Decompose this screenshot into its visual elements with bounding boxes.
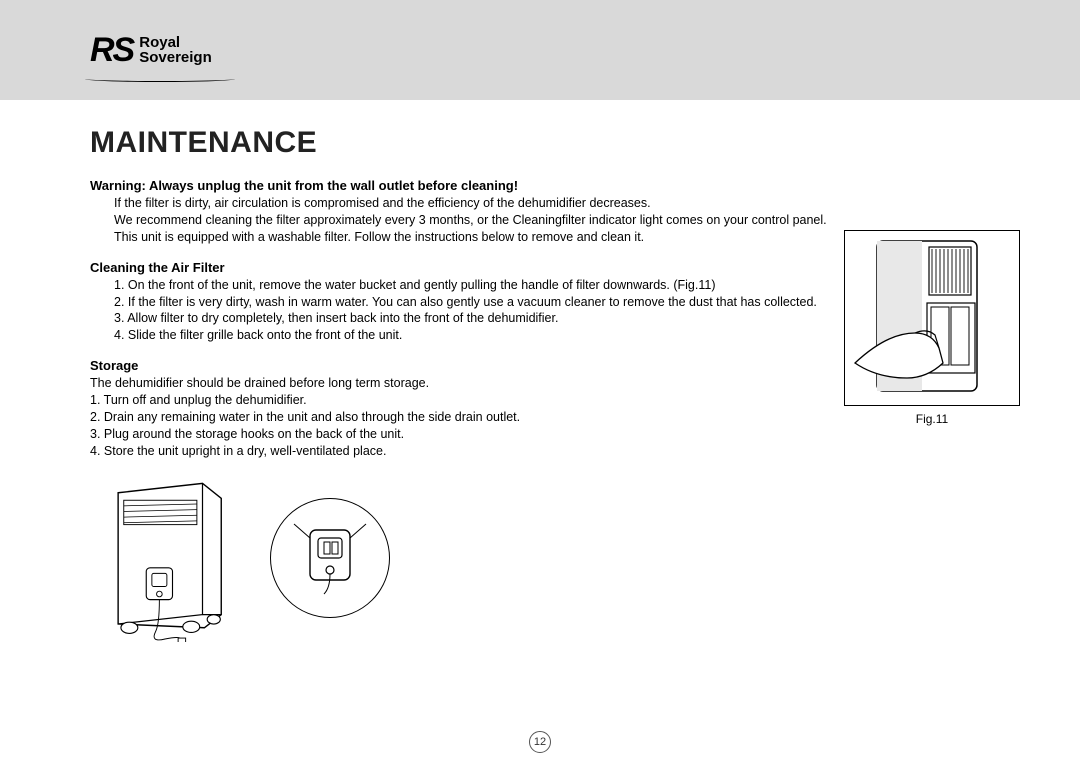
figure-11: Fig.11 xyxy=(844,230,1020,426)
storage-intro: The dehumidifier should be drained befor… xyxy=(90,375,830,392)
warning-para1: If the filter is dirty, air circulation … xyxy=(90,195,830,212)
header-band: RS Royal Sovereign xyxy=(0,0,1080,100)
page-number: 12 xyxy=(529,731,551,753)
logo-abbrev: RS xyxy=(90,31,133,70)
figure-11-frame xyxy=(844,230,1020,406)
list-item: 1. Turn off and unplug the dehumidifier. xyxy=(90,392,830,409)
page-title: MAINTENANCE xyxy=(90,126,1020,160)
list-item: 2. Drain any remaining water in the unit… xyxy=(90,409,830,426)
cord-storage-detail-illustration xyxy=(270,498,390,618)
warning-heading: Warning: Always unplug the unit from the… xyxy=(90,178,830,193)
cleaning-list: 1. On the front of the unit, remove the … xyxy=(90,277,830,345)
list-item: 3. Plug around the storage hooks on the … xyxy=(90,426,830,443)
dehumidifier-back-illustration xyxy=(90,474,240,643)
dehumidifier-filter-illustration xyxy=(847,233,1017,403)
logo-line1: Royal xyxy=(139,35,212,50)
brand-logo: RS Royal Sovereign xyxy=(90,31,212,70)
logo-line2: Sovereign xyxy=(139,50,212,65)
list-item: 4. Store the unit upright in a dry, well… xyxy=(90,443,830,460)
list-item: 1. On the front of the unit, remove the … xyxy=(114,277,830,294)
list-item: 4. Slide the filter grille back onto the… xyxy=(114,327,830,344)
storage-list: 1. Turn off and unplug the dehumidifier.… xyxy=(90,392,830,460)
warning-para2: We recommend cleaning the filter approxi… xyxy=(90,212,830,229)
warning-para3: This unit is equipped with a washable fi… xyxy=(90,229,830,246)
logo-swoosh xyxy=(85,76,235,82)
figure-11-caption: Fig.11 xyxy=(844,412,1020,426)
page-content: MAINTENANCE Warning: Always unplug the u… xyxy=(0,100,1080,642)
logo-text: Royal Sovereign xyxy=(139,35,212,65)
storage-heading: Storage xyxy=(90,358,830,373)
storage-figures xyxy=(90,474,1020,643)
cleaning-heading: Cleaning the Air Filter xyxy=(90,260,830,275)
list-item: 2. If the filter is very dirty, wash in … xyxy=(114,294,830,311)
text-column: Warning: Always unplug the unit from the… xyxy=(90,178,830,460)
list-item: 3. Allow filter to dry completely, then … xyxy=(114,310,830,327)
